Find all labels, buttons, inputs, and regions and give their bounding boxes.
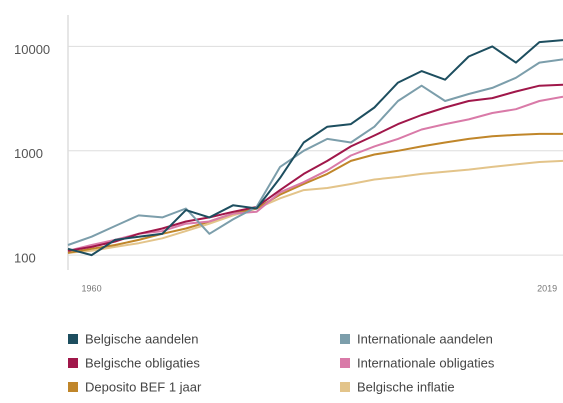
legend-swatch — [340, 334, 350, 344]
series-line — [67, 159, 563, 254]
series-line — [67, 39, 563, 257]
legend-label: Internationale obligaties — [357, 355, 495, 370]
legend-label: Deposito BEF 1 jaar — [85, 379, 202, 394]
x-tick-label: 2019 — [537, 283, 557, 293]
legend-swatch — [340, 382, 350, 392]
legend-label: Belgische aandelen — [85, 331, 198, 346]
series-line — [67, 83, 563, 252]
legend-swatch — [340, 358, 350, 368]
legend-swatch — [68, 382, 78, 392]
y-tick-label: 100 — [14, 251, 36, 266]
legend-label: Belgische inflatie — [357, 379, 455, 394]
series-line — [67, 132, 563, 254]
series-line — [67, 95, 563, 252]
legend-swatch — [68, 358, 78, 368]
legend-label: Internationale aandelen — [357, 331, 493, 346]
y-tick-label: 1000 — [14, 146, 43, 161]
x-tick-label: 1960 — [82, 283, 102, 293]
series-line — [67, 58, 563, 246]
legend-label: Belgische obligaties — [85, 355, 200, 370]
legend-swatch — [68, 334, 78, 344]
y-tick-label: 10000 — [14, 42, 50, 57]
